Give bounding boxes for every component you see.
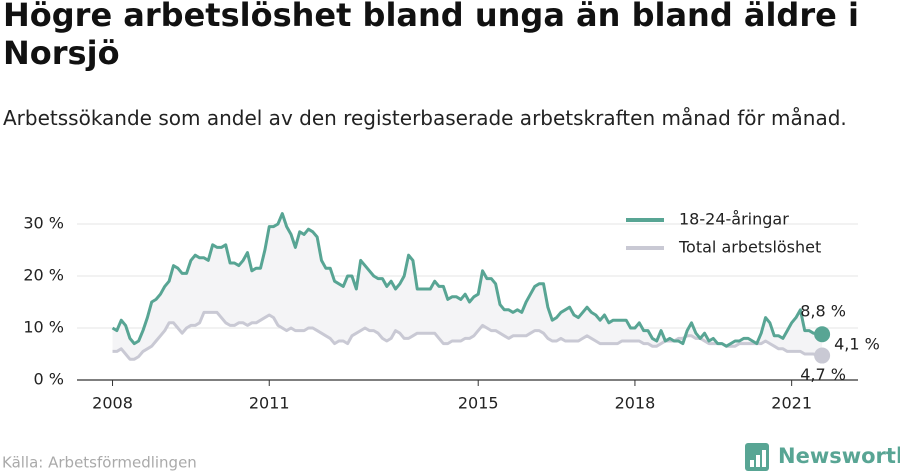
end-label: 4,7 %	[800, 365, 846, 384]
y-tick-label: 20 %	[23, 266, 64, 285]
logo-bar	[750, 460, 754, 467]
series-line	[112, 310, 823, 361]
y-tick-label: 10 %	[23, 318, 64, 337]
x-tick-label: 2021	[771, 394, 812, 413]
x-tick-label: 2008	[92, 394, 133, 413]
x-tick-label: 2018	[615, 394, 656, 413]
end-dot	[814, 347, 831, 364]
source: Källa: Arbetsförmedlingen	[2, 454, 197, 472]
y-tick-label: 0 %	[34, 370, 64, 389]
series-line	[111, 212, 823, 348]
chart-title: Högre arbetslöshet bland unga än bland ä…	[3, 0, 859, 72]
x-tick-label: 2011	[249, 394, 290, 413]
legend-label: 18-24-åringar	[679, 210, 789, 229]
logo-bar	[756, 455, 760, 467]
chart-subtitle: Arbetssökande som andel av den registerb…	[3, 106, 847, 130]
gap-fill	[112, 213, 823, 360]
logo-bar	[762, 450, 766, 467]
end-label: 8,8 %	[800, 302, 846, 321]
legend-label: Total arbetslöshet	[678, 238, 821, 257]
y-tick-label: 30 %	[23, 214, 64, 233]
brand: Newsworthy	[778, 444, 900, 468]
end-dot	[814, 326, 831, 343]
annotation: 4,1 %	[834, 334, 880, 353]
x-tick-label: 2015	[458, 394, 499, 413]
